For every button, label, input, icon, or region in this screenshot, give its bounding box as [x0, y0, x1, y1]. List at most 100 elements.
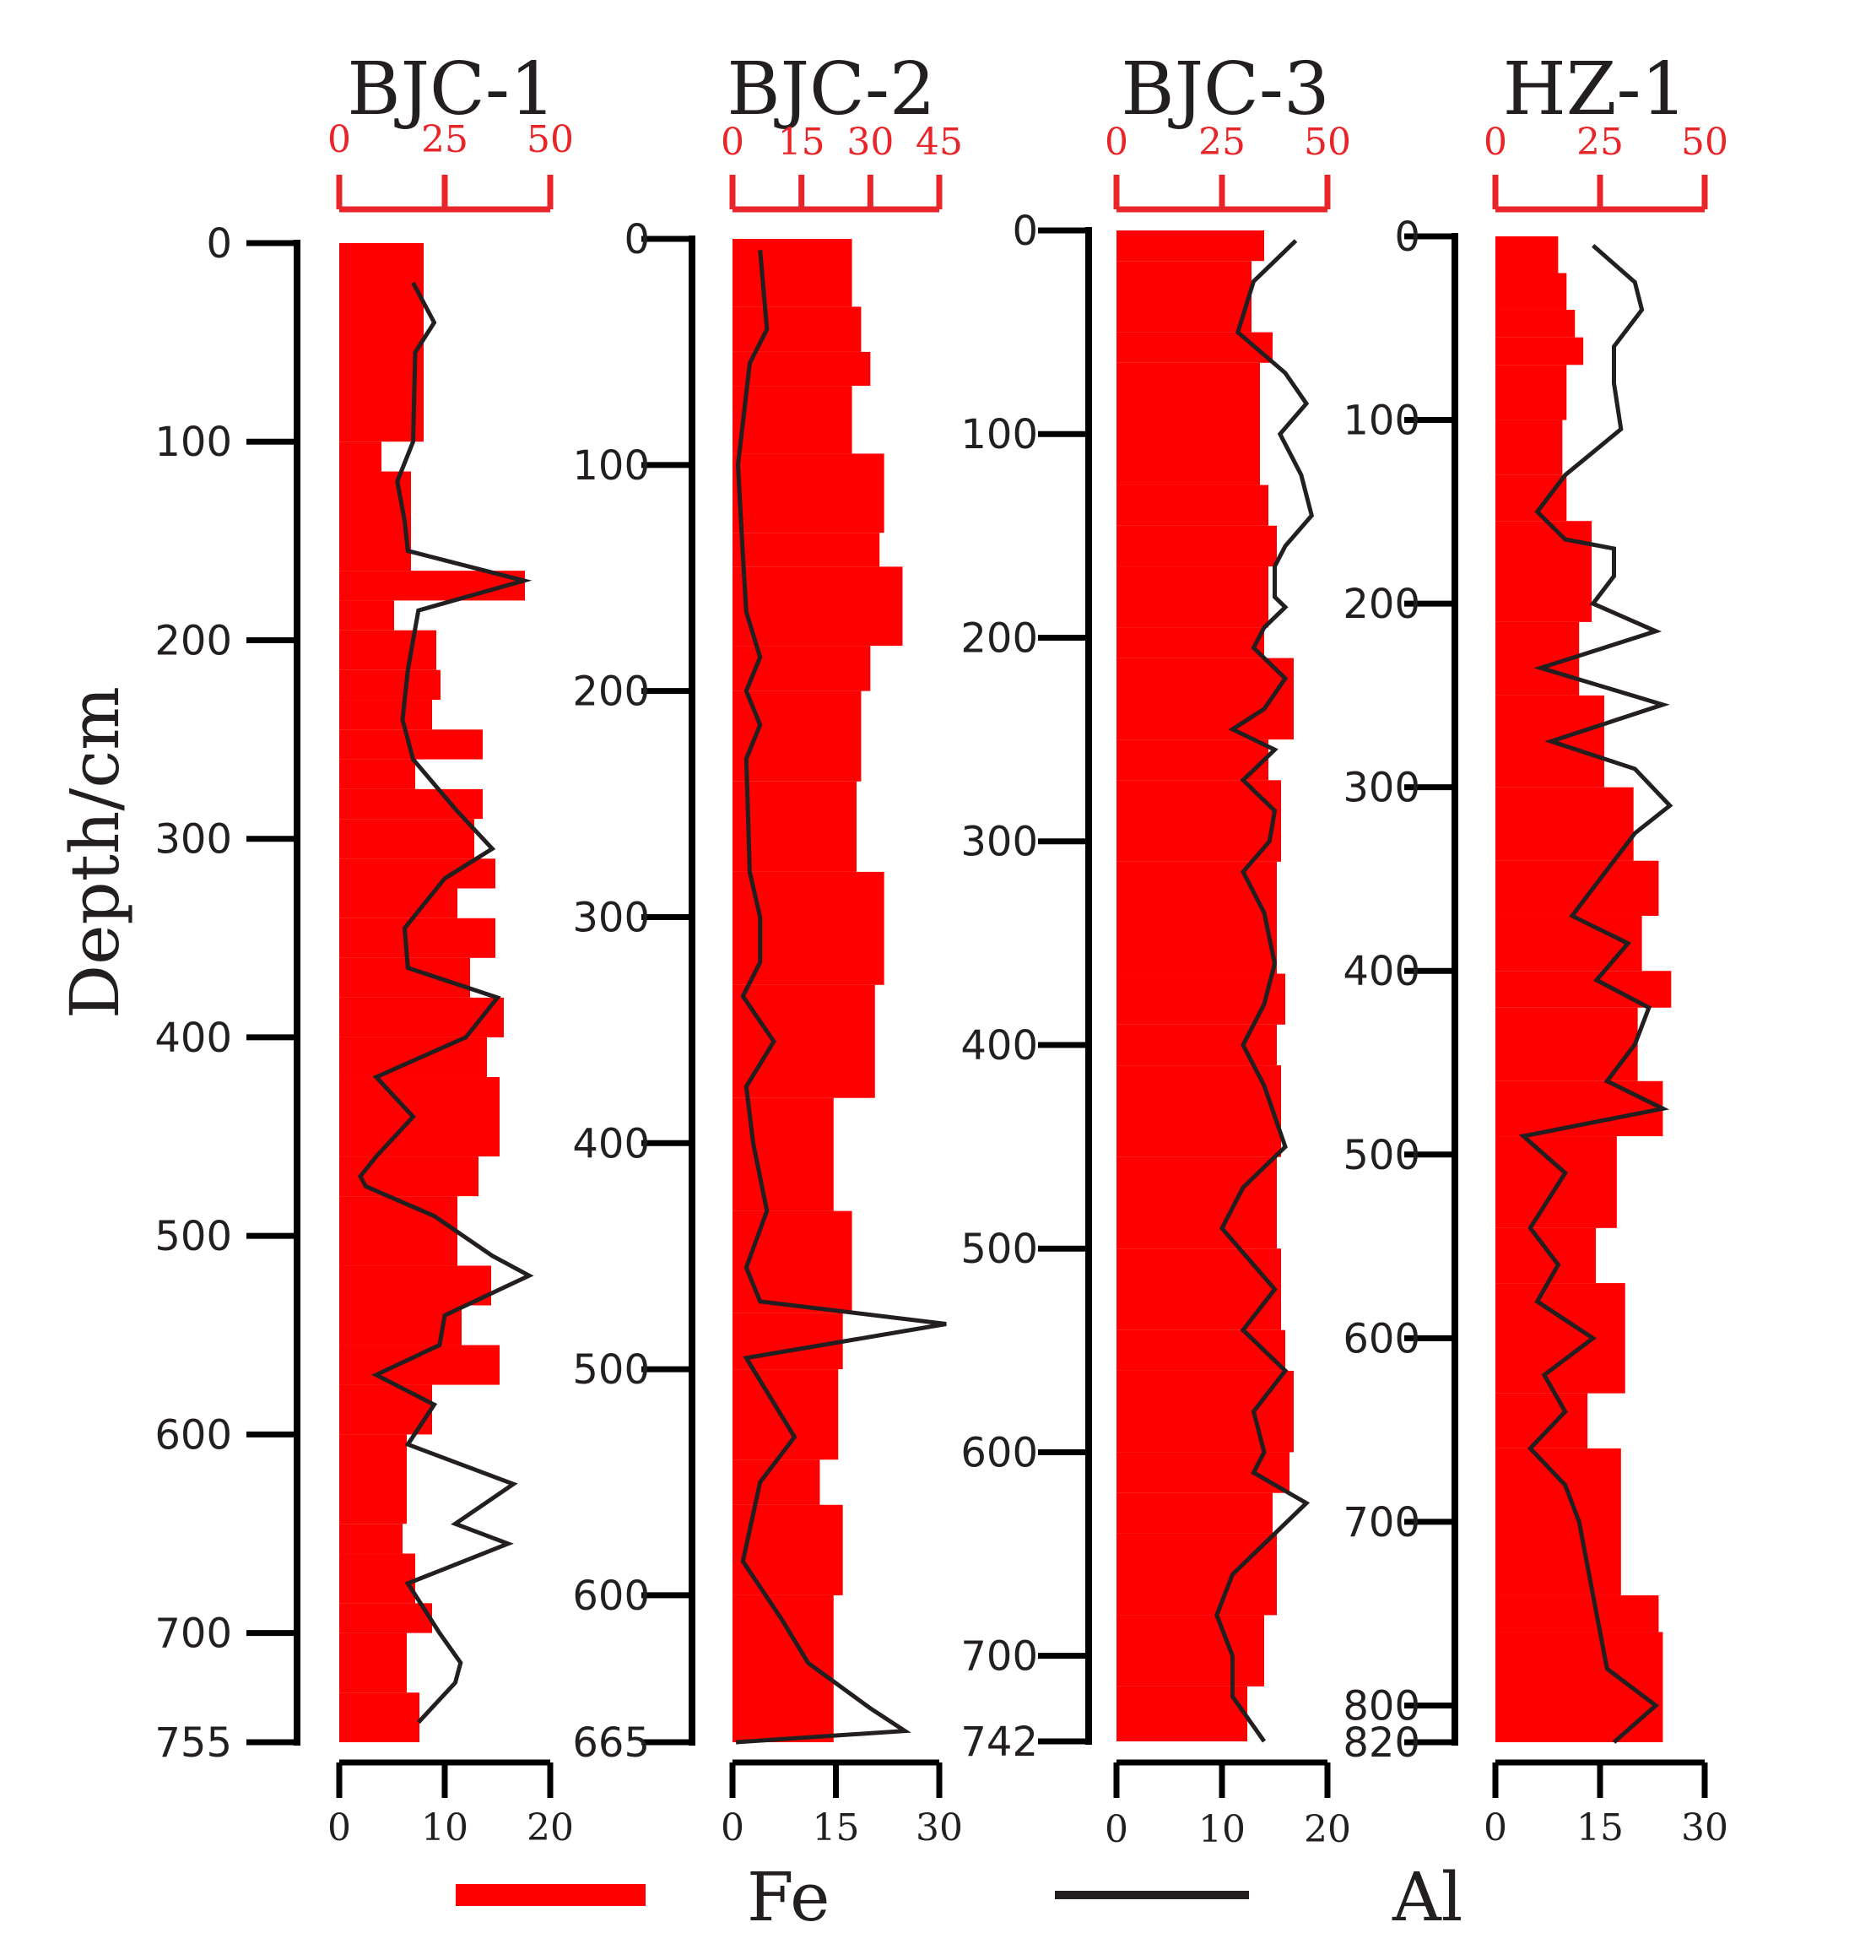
al-tick-label: 30 — [916, 1806, 963, 1849]
depth-tick-label: 500 — [154, 1213, 232, 1260]
fe-bar — [1116, 230, 1264, 262]
fe-bar — [1116, 485, 1268, 526]
fe-bar — [339, 819, 474, 859]
fe-bar — [1116, 1452, 1289, 1493]
fe-bar — [1116, 627, 1264, 658]
fe-tick-label: 25 — [1198, 121, 1246, 164]
fe-bar — [339, 1196, 457, 1266]
fe-bar — [1116, 1615, 1264, 1687]
depth-tick-label: 600 — [154, 1411, 232, 1459]
legend-al-label: Al — [1392, 1858, 1462, 1936]
fe-bar — [1116, 780, 1281, 862]
fe-bar — [1116, 1492, 1273, 1534]
al-tick-label: 10 — [421, 1806, 468, 1849]
fe-bar — [733, 351, 871, 387]
al-tick-label: 0 — [721, 1806, 744, 1849]
fe-bar — [1495, 236, 1559, 273]
fe-bar — [733, 1313, 843, 1370]
depth-tick-label: 200 — [154, 617, 232, 664]
depth-tick-label: 200 — [960, 615, 1038, 662]
depth-tick-label: 300 — [1343, 765, 1420, 812]
depth-tick-label: 0 — [1394, 214, 1420, 261]
fe-bar — [1495, 365, 1567, 420]
y-axis-label: Depth/cm — [56, 686, 134, 1019]
fe-bar — [339, 600, 394, 631]
depth-tick-label: 400 — [960, 1022, 1038, 1069]
fe-tick-label: 50 — [527, 118, 574, 161]
legend-fe-label: Fe — [747, 1858, 830, 1936]
depth-tick-label: 700 — [154, 1611, 232, 1658]
al-tick-label: 0 — [1484, 1806, 1507, 1849]
fe-bar — [1116, 861, 1277, 974]
depth-tick-label: 0 — [624, 216, 650, 263]
al-tick-label: 15 — [813, 1806, 860, 1849]
fe-bar — [1116, 362, 1260, 485]
depth-tick-label: 600 — [572, 1573, 650, 1620]
depth-tick-label: 600 — [960, 1429, 1038, 1476]
fe-bar — [339, 669, 441, 701]
fe-bar — [1116, 739, 1268, 781]
depth-tick-label: 400 — [154, 1015, 232, 1062]
fe-bar — [1116, 1248, 1281, 1330]
fe-bar — [1495, 310, 1576, 338]
fe-tick-label: 0 — [1484, 121, 1507, 164]
fe-bar — [1495, 1595, 1659, 1632]
panel-title: HZ-1 — [1503, 47, 1688, 132]
fe-tick-label: 0 — [1105, 121, 1128, 164]
fe-bar — [1116, 1533, 1277, 1616]
fe-bar — [339, 1524, 403, 1554]
depth-tick-label: 800 — [1343, 1682, 1420, 1730]
panel-title: BJC-3 — [1121, 47, 1329, 132]
depth-tick-label: 400 — [572, 1120, 650, 1167]
fe-bar — [1116, 525, 1277, 567]
fe-bar — [733, 781, 857, 872]
fe-bar — [339, 918, 495, 958]
fe-bar — [733, 984, 875, 1098]
al-tick-label: 0 — [1105, 1808, 1128, 1851]
depth-tick-label: 700 — [1343, 1499, 1420, 1546]
al-tick-label: 30 — [1681, 1806, 1728, 1849]
legend: Fe Al — [456, 1858, 1462, 1936]
fe-bar — [733, 239, 852, 307]
fe-bar — [339, 997, 504, 1037]
fe-bar — [339, 888, 457, 918]
fe-tick-label: 30 — [846, 121, 894, 164]
depth-tick-label: 742 — [960, 1719, 1038, 1766]
fe-bar — [339, 1553, 415, 1604]
fe-bar — [733, 1369, 839, 1460]
fe-bar — [339, 1037, 487, 1077]
fe-tick-label: 25 — [421, 118, 468, 161]
fe-bar — [1495, 915, 1642, 972]
fe-bar — [733, 386, 852, 454]
depth-tick-label: 500 — [572, 1346, 650, 1394]
depth-tick-label: 100 — [1343, 398, 1420, 445]
fe-tick-label: 15 — [778, 121, 825, 164]
fe-bar — [339, 1117, 500, 1157]
fe-bar — [1116, 332, 1273, 363]
fe-bar — [733, 453, 884, 533]
depth-tick-label: 0 — [206, 220, 232, 268]
depth-tick-label: 500 — [960, 1226, 1038, 1273]
al-tick-label: 0 — [327, 1806, 351, 1849]
depth-tick-label: 700 — [960, 1633, 1038, 1681]
fe-bar — [1495, 420, 1563, 475]
fe-bar — [339, 1345, 500, 1385]
al-line — [735, 250, 947, 1745]
depth-tick-label: 100 — [572, 442, 650, 490]
depth-tick-label: 300 — [154, 816, 232, 864]
fe-tick-label: 0 — [721, 121, 744, 164]
fe-bar — [733, 533, 880, 567]
fe-tick-label: 0 — [327, 118, 351, 161]
depth-tick-label: 400 — [1343, 948, 1420, 995]
fe-bar — [1495, 1080, 1663, 1137]
fe-bar — [1116, 1370, 1294, 1453]
fe-bar — [1116, 658, 1294, 740]
depth-tick-label: 500 — [1343, 1132, 1420, 1179]
depth-tick-label: 300 — [572, 894, 650, 941]
fe-bar — [1495, 474, 1567, 522]
fe-bar — [339, 441, 381, 472]
